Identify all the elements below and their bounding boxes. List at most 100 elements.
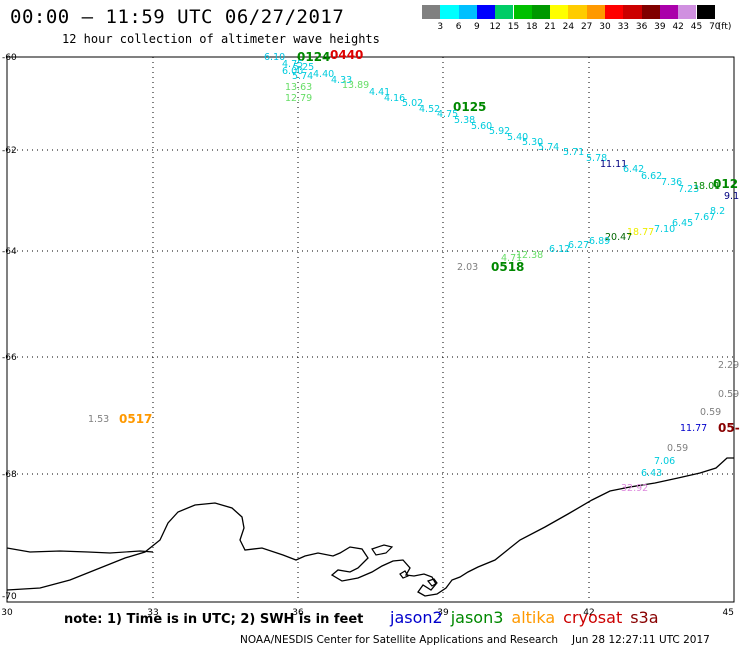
lon-tick-label: 45 — [723, 608, 734, 618]
map-subtitle: 12 hour collection of altimeter wave hei… — [62, 32, 380, 46]
wave-height-label: 5.71 — [563, 147, 584, 158]
satellite-legend-item: jason3 — [450, 608, 504, 627]
scale-swatch — [458, 5, 477, 19]
lon-tick-label: 39 — [437, 608, 449, 618]
scale-tick-label: 33 — [617, 22, 630, 32]
scale-swatch — [605, 5, 624, 19]
wave-height-label: 1.53 — [88, 414, 109, 425]
wave-height-label: 18.01 — [693, 181, 720, 192]
wave-height-label: 4.40 — [313, 69, 334, 80]
pass-time-label: 0440 — [330, 48, 363, 62]
wave-height-label: 5.25 — [293, 62, 314, 73]
wave-height-label: 11.11 — [600, 159, 627, 170]
scale-tick-label: 36 — [635, 22, 648, 32]
lon-tick-label: 33 — [147, 608, 158, 618]
footer-note: note: 1) Time is in UTC; 2) SWH is in fe… — [64, 612, 364, 627]
lon-tick-label: 36 — [292, 608, 304, 618]
wave-height-label: 18.77 — [627, 227, 654, 238]
wave-height-label: 5.78 — [586, 153, 607, 164]
scale-tick-label: 21 — [544, 22, 556, 32]
scale-swatch — [659, 5, 679, 19]
scale-tick-label: 30 — [599, 22, 611, 32]
lat-tick-label: -70 — [2, 592, 17, 602]
wave-height-label: 13.89 — [342, 80, 369, 91]
scale-swatch — [696, 5, 715, 19]
generated-timestamp: Jun 28 12:27:11 UTC 2017 — [572, 634, 710, 646]
wave-height-label: 0.59 — [718, 389, 739, 400]
wave-height-label: 12.38 — [516, 250, 543, 261]
scale-tick-label: 6 — [455, 22, 462, 32]
scale-swatch — [422, 5, 441, 19]
lon-tick-label: 30 — [1, 608, 13, 618]
scale-swatch — [476, 5, 496, 19]
wave-height-label: 5.60 — [471, 121, 492, 132]
wave-height-label: 5.92 — [489, 126, 510, 137]
scale-tick-label: 45 — [690, 22, 703, 32]
wave-height-label: 5.02 — [402, 98, 423, 109]
scale-swatch — [513, 5, 532, 19]
scale-swatch — [440, 5, 459, 19]
scale-tick-label: 9 — [474, 22, 480, 32]
wave-height-label: 6.43 — [641, 468, 662, 479]
coast-inlet — [6, 547, 154, 554]
scale-swatch — [678, 5, 697, 19]
satellite-legend-item: jason2 — [390, 608, 443, 627]
wave-height-label: 4.75 — [282, 59, 303, 70]
wave-height-label: 20.47 — [605, 232, 632, 243]
scale-swatch — [531, 5, 551, 19]
lat-tick-label: -60 — [2, 53, 17, 63]
wave-height-label: 7.23 — [678, 184, 699, 195]
scale-tick-label: 3 — [437, 22, 444, 32]
wave-height-label: 7.67 — [694, 212, 715, 223]
credit-line: NOAA/NESDIS Center for Satellite Applica… — [240, 634, 710, 646]
scale-tick-label: 70 — [709, 22, 721, 32]
satellite-legend-item: altika — [511, 608, 556, 627]
wave-height-label: 5.74 — [538, 142, 559, 153]
coast-island — [399, 570, 409, 579]
wave-height-label: 2.29 — [718, 360, 739, 371]
lon-tick-label: 42 — [583, 608, 594, 618]
scale-swatch — [495, 5, 514, 19]
antarctic-coastline — [6, 457, 734, 597]
wave-height-label: 6.00 — [282, 66, 303, 77]
wave-height-label: 5.40 — [507, 132, 528, 143]
scale-swatch — [623, 5, 642, 19]
axis-labels: 30 33 36 39 42 45 -60 -62 -64 -66 -68 -70 — [1, 53, 734, 618]
scale-swatch — [586, 5, 605, 19]
wave-height-label: 9.1 — [724, 191, 739, 202]
wave-height-label: 11.77 — [680, 423, 707, 434]
scale-tick-label: 39 — [654, 22, 666, 32]
wave-height-label: 5.30 — [522, 137, 543, 148]
wave-height-label: 5.38 — [454, 115, 475, 126]
wave-height-label: 12.79 — [285, 93, 312, 104]
scale-tick-label: 42 — [672, 22, 684, 32]
lat-tick-label: -66 — [2, 353, 17, 363]
pass-time-label: 0124 — [297, 50, 330, 64]
credit-text: NOAA/NESDIS Center for Satellite Applica… — [240, 634, 558, 646]
satellite-legend-item: s3a — [630, 608, 659, 627]
wave-height-label: 4.33 — [331, 75, 352, 86]
satellite-legend-item: cryosat — [563, 608, 623, 627]
lat-tick-label: -62 — [2, 146, 17, 156]
wave-height-label: 6.62 — [641, 171, 662, 182]
scale-unit: (ft) — [717, 22, 732, 32]
wave-height-label: 6.42 — [623, 164, 644, 175]
pass-time-label: 05- — [718, 421, 740, 435]
scale-tick-label: 12 — [489, 22, 501, 32]
coast-island — [426, 578, 438, 587]
wave-height-label: 6.45 — [672, 218, 693, 229]
wave-height-label: 4.75 — [437, 109, 458, 120]
satellite-legend: jason2 jason3 altika cryosat s3a — [390, 608, 667, 627]
graticule — [7, 57, 734, 602]
wave-height-label: 8.2 — [710, 206, 725, 217]
wave-height-label: 7.06 — [654, 456, 675, 467]
wave-height-label: 6.12 — [549, 244, 570, 255]
wave-height-label: 6.10 — [264, 52, 285, 63]
lat-tick-label: -68 — [2, 470, 17, 480]
wave-height-label: 4.71 — [501, 253, 522, 264]
wave-height-label: 6.27 — [568, 240, 589, 251]
wave-height-label: 0.59 — [700, 407, 721, 418]
wave-height-label: 5.74 — [292, 71, 313, 82]
